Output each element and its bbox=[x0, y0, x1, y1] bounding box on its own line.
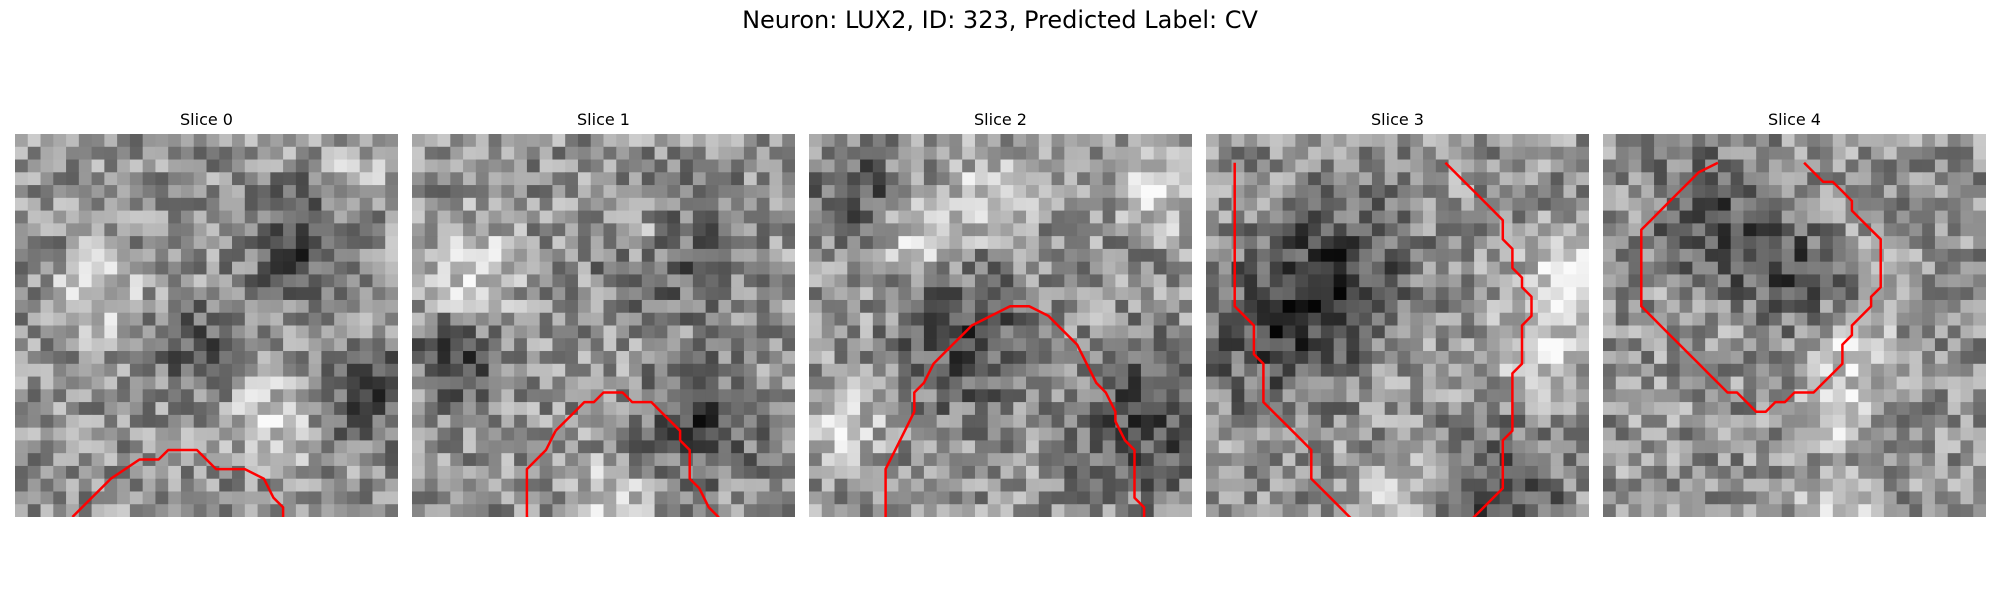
slice-title: Slice 3 bbox=[1371, 110, 1424, 129]
grayscale-pixel-grid bbox=[412, 134, 795, 517]
slice-title: Slice 0 bbox=[180, 110, 233, 129]
grayscale-pixel-grid bbox=[1603, 134, 1986, 517]
pixel-cells bbox=[412, 134, 795, 517]
roi-contour bbox=[1640, 161, 1882, 413]
slice-panel: Slice 1 bbox=[412, 108, 795, 517]
roi-contour bbox=[71, 448, 285, 517]
roi-contour bbox=[525, 391, 720, 517]
slice-image bbox=[809, 134, 1192, 517]
pixel-cells bbox=[809, 134, 1192, 517]
figure-title: Neuron: LUX2, ID: 323, Predicted Label: … bbox=[742, 6, 1258, 34]
slice-title: Slice 4 bbox=[1768, 110, 1821, 129]
slice-image bbox=[412, 134, 795, 517]
pixel-cells bbox=[15, 134, 398, 517]
slice-panel: Slice 0 bbox=[15, 108, 398, 517]
grayscale-pixel-grid bbox=[15, 134, 398, 517]
slice-panel: Slice 4 bbox=[1603, 108, 1986, 517]
grayscale-pixel-grid bbox=[809, 134, 1192, 517]
roi-contour bbox=[1233, 161, 1533, 517]
pixel-cells bbox=[1206, 134, 1589, 517]
slice-title: Slice 1 bbox=[577, 110, 630, 129]
slice-panel: Slice 2 bbox=[809, 108, 1192, 517]
grayscale-pixel-grid bbox=[1206, 134, 1589, 517]
slice-image bbox=[1206, 134, 1589, 517]
roi-contour bbox=[884, 305, 1146, 517]
pixel-cells bbox=[1603, 134, 1986, 517]
slice-panel: Slice 3 bbox=[1206, 108, 1589, 517]
slice-image bbox=[1603, 134, 1986, 517]
slice-title: Slice 2 bbox=[974, 110, 1027, 129]
slice-image bbox=[15, 134, 398, 517]
